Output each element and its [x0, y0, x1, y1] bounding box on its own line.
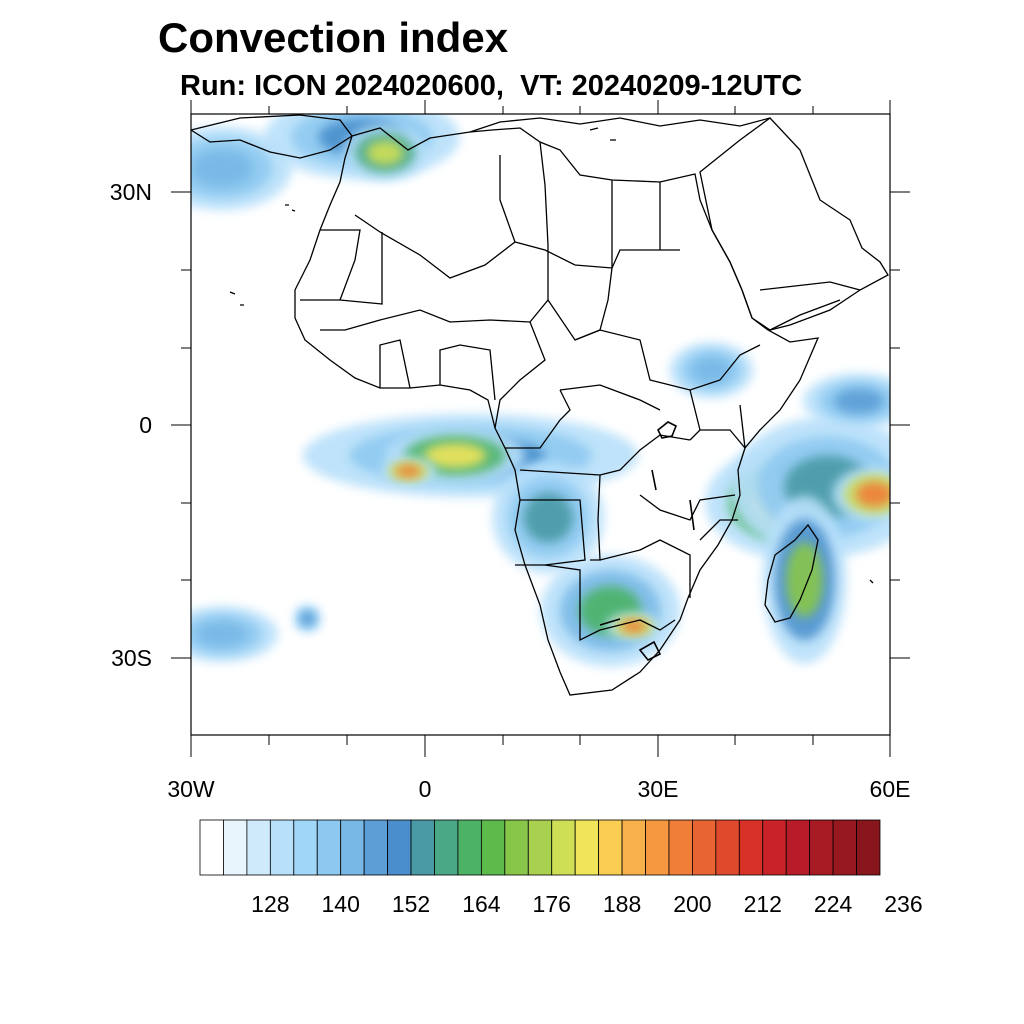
- colorbar-box: [809, 819, 834, 876]
- colorbar-tick-label: 176: [533, 891, 571, 917]
- colorbar-box: [199, 819, 224, 876]
- colorbar-box: [574, 819, 600, 876]
- europe-coastline: [191, 114, 353, 159]
- lon-label-30w: 30W: [167, 776, 215, 802]
- colorbar-box: [551, 819, 576, 876]
- colorbar-box: [504, 819, 529, 876]
- colorbar-box: [246, 819, 271, 876]
- colorbar-box: [480, 819, 506, 876]
- arabia-coastline: [699, 117, 889, 331]
- madagascar-coastline: [764, 523, 819, 623]
- convection-cell: [191, 149, 254, 187]
- convection-cell: [366, 140, 404, 166]
- colorbar-box: [621, 819, 646, 876]
- colorbar-box: [457, 819, 482, 876]
- colorbar-box: [223, 819, 248, 876]
- colorbar-box: [316, 819, 342, 876]
- colorbar-tick-label: 188: [603, 891, 641, 917]
- mediterranean-north: [469, 117, 771, 133]
- colorbar-box: [527, 819, 553, 876]
- convection-cell: [855, 481, 890, 507]
- colorbar-box: [340, 819, 365, 876]
- colorbar-box: [598, 819, 623, 876]
- convection-cell: [396, 464, 421, 478]
- lon-label-30e: 30E: [638, 776, 679, 802]
- colorbar-tick-label: 236: [884, 891, 922, 917]
- colorbar-box: [410, 819, 435, 876]
- colorbar-box: [762, 819, 787, 876]
- colorbar-box: [293, 819, 318, 876]
- colorbar-tick-label: 212: [744, 891, 782, 917]
- convection-cell: [785, 542, 824, 618]
- colorbar-box: [832, 819, 857, 876]
- map-subtitle: Run: ICON 2024020600, VT: 20240209-12UTC: [180, 70, 803, 102]
- colorbar-box: [692, 819, 717, 876]
- convection-cell: [197, 621, 247, 647]
- colorbar-tick-label: 224: [814, 891, 853, 917]
- colorbar-tick-label: 128: [251, 891, 289, 917]
- colorbar-box: [645, 819, 670, 876]
- colorbar-box: [434, 819, 459, 876]
- convection-cell: [523, 492, 574, 543]
- colorbar-labels: 128 140 152 164 176 188 200 212 224 236: [251, 891, 922, 917]
- colorbar-box: [785, 819, 811, 876]
- colorbar-tick-label: 140: [322, 891, 360, 917]
- lon-label-0: 0: [419, 776, 432, 802]
- lakes: [599, 421, 695, 662]
- convection-cell: [301, 612, 314, 625]
- axis-ticks: [171, 100, 910, 757]
- convection-cell: [834, 388, 884, 414]
- lat-label-30n: 30N: [110, 179, 152, 205]
- colorbar-box: [856, 819, 881, 876]
- colorbar-box: [738, 819, 764, 876]
- colorbar: [199, 819, 881, 876]
- colorbar-tick-label: 200: [673, 891, 711, 917]
- lon-label-60e: 60E: [870, 776, 911, 802]
- colorbar-tick-label: 152: [392, 891, 430, 917]
- convection-cell: [692, 357, 731, 383]
- colorbar-box: [269, 819, 295, 876]
- islands: [229, 127, 874, 584]
- lat-label-30s: 30S: [111, 645, 152, 671]
- colorbar-box: [715, 819, 740, 876]
- convection-cell: [424, 443, 487, 468]
- country-borders: [300, 141, 861, 642]
- colorbar-tick-label: 164: [462, 891, 501, 917]
- convection-field: [191, 114, 890, 667]
- lat-label-0: 0: [139, 412, 152, 438]
- map-title: Convection index: [158, 14, 509, 61]
- colorbar-box: [363, 819, 388, 876]
- colorbar-box: [387, 819, 412, 876]
- colorbar-box: [668, 819, 693, 876]
